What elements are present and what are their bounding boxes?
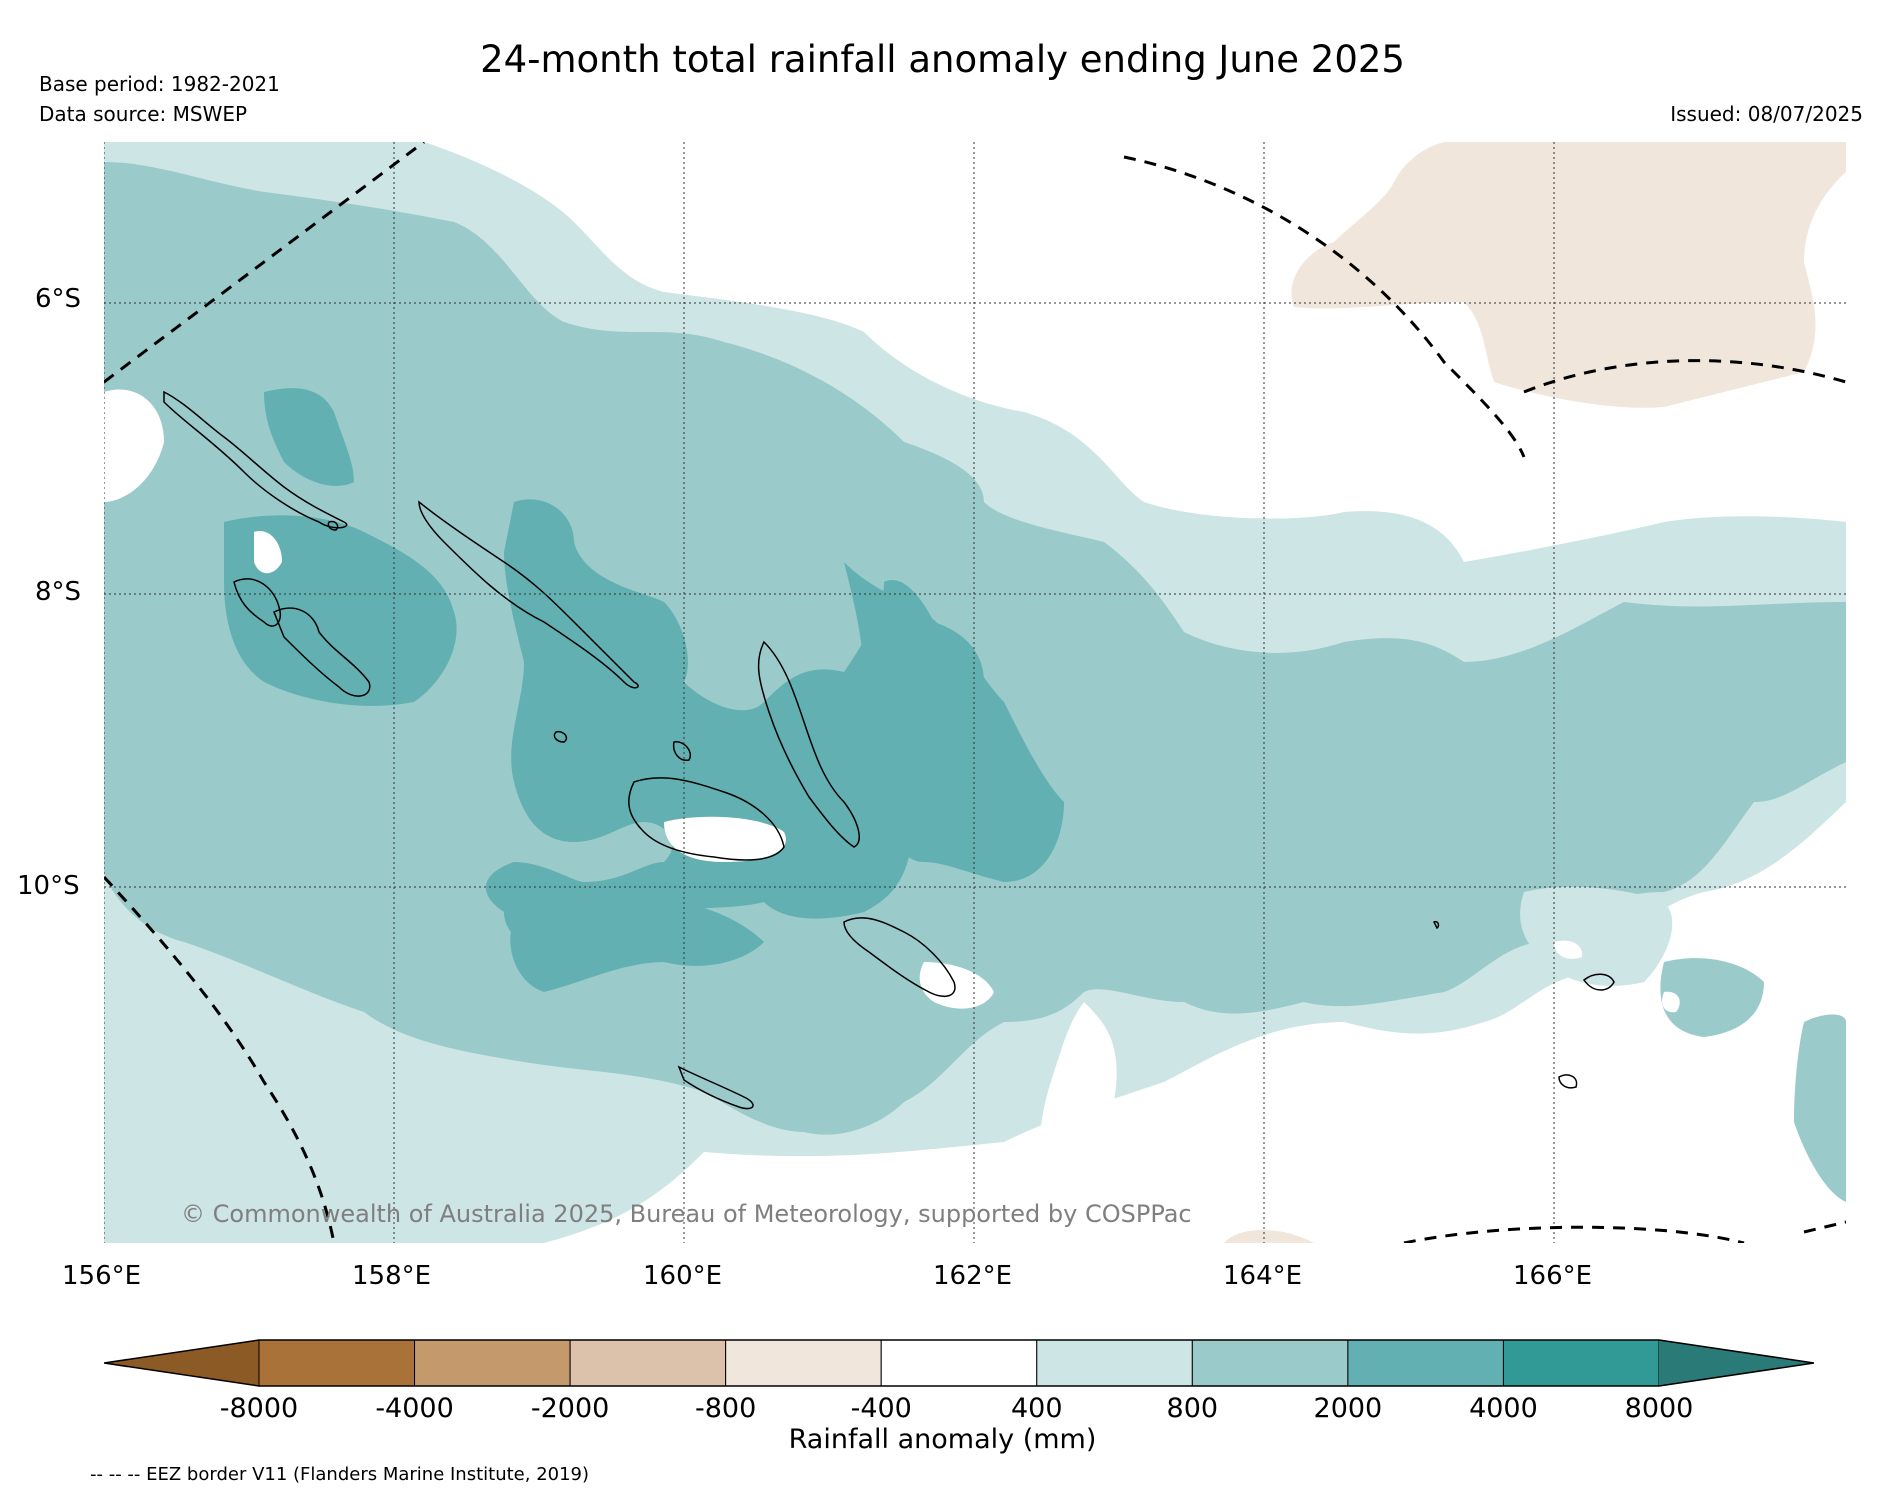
neutral-gap-south	[1039, 1002, 1117, 1172]
neutral-pocket-makira	[919, 962, 994, 1009]
coast-santa-isabel	[757, 640, 860, 848]
eez-borders	[104, 142, 1846, 1243]
colorbar	[104, 1339, 1814, 1387]
anomaly-region-400-800-east-pocket	[1520, 886, 1673, 986]
anomaly-region-2000-4000-west	[224, 388, 457, 706]
colorbar-segment	[725, 1339, 882, 1387]
colorbar-segment	[414, 1339, 571, 1387]
coast-malaita	[843, 917, 956, 998]
copyright-notice: © Commonwealth of Australia 2025, Bureau…	[181, 1200, 1192, 1228]
colorbar-segment	[1502, 1339, 1660, 1387]
lon-label-162e: 162°E	[933, 1261, 1013, 1291]
colorbar-segment	[1347, 1339, 1504, 1387]
data-source-text: Data source: MSWEP	[39, 102, 248, 126]
lat-label-6s: 6°S	[35, 284, 82, 314]
colorbar-tick-label: 4000	[1469, 1393, 1538, 1424]
map-title: 24-month total rainfall anomaly ending J…	[480, 38, 1405, 81]
coast-rennell	[677, 1065, 754, 1110]
lon-label-160e: 160°E	[643, 1261, 723, 1291]
eez-border-east	[1523, 359, 1846, 394]
anomaly-region-800-2000-east-blob	[1660, 958, 1846, 1202]
anomaly-region-2000-4000-south	[510, 892, 764, 992]
colorbar-extend-high	[1659, 1340, 1814, 1386]
colorbar-tick-label: -8000	[219, 1393, 299, 1424]
eez-border-southeast	[1803, 1220, 1846, 1234]
graticule	[104, 142, 1846, 1243]
lon-label-158e: 158°E	[352, 1261, 432, 1291]
colorbar-tick-label: -800	[695, 1393, 757, 1424]
colorbar-segment	[1036, 1339, 1193, 1387]
lon-label-164e: 164°E	[1223, 1261, 1303, 1291]
coast-choiseul	[418, 500, 639, 689]
eez-legend-note: -- -- -- EEZ border V11 (Flanders Marine…	[90, 1464, 590, 1485]
colorbar-segment	[1191, 1339, 1349, 1387]
colorbar-tick-label: 2000	[1313, 1393, 1383, 1424]
coast-new-georgia	[233, 578, 371, 697]
issued-date-text: Issued: 08/07/2025	[1670, 102, 1863, 126]
eez-border-northwest	[104, 142, 425, 384]
lat-label-8s: 8°S	[35, 577, 82, 607]
lon-label-156e: 156°E	[62, 1261, 142, 1291]
coastlines	[163, 390, 1615, 1110]
neutral-pocket-guadalcanal	[664, 816, 786, 862]
colorbar-outline	[104, 1339, 1814, 1387]
colorbar-tick-label: 8000	[1624, 1393, 1694, 1424]
map-canvas	[104, 142, 1846, 1243]
coast-bougainville	[163, 390, 348, 529]
anomaly-region-2000-4000-east	[844, 562, 1064, 882]
neutral-gap-southeast	[1344, 1022, 1846, 1243]
coast-small-islets	[327, 520, 1440, 930]
colorbar-segment	[258, 1339, 416, 1387]
base-period-text: Base period: 1982-2021	[39, 72, 280, 96]
colorbar-tick-label: -4000	[375, 1393, 454, 1424]
neutral-pocket-choiseul	[254, 531, 282, 574]
rainfall-anomaly-map	[104, 142, 1846, 1243]
eez-border-northeast	[1123, 155, 1526, 458]
coast-santa-cruz	[1558, 973, 1615, 1089]
colorbar-tick-label: -400	[850, 1393, 912, 1424]
coast-guadalcanal	[628, 777, 785, 861]
lon-label-166e: 166°E	[1513, 1261, 1593, 1291]
anomaly-region-neg800-neg400	[1162, 142, 1846, 408]
eez-border-south	[1403, 1225, 1745, 1243]
colorbar-tick-label: 800	[1166, 1393, 1219, 1424]
colorbar-label: Rainfall anomaly (mm)	[788, 1424, 1097, 1455]
eez-border-southwest	[104, 875, 336, 1243]
anomaly-region-neg800-neg400-small	[1224, 1230, 1314, 1243]
colorbar-segment	[569, 1339, 727, 1387]
colorbar-tick-label: 400	[1010, 1393, 1063, 1424]
colorbar-segment	[880, 1339, 1038, 1387]
lat-label-10s: 10°S	[17, 871, 80, 901]
neutral-pocket-northwest	[104, 389, 164, 502]
colorbar-tick-label: -2000	[530, 1393, 610, 1424]
neutral-pocket-east-small	[1554, 940, 1680, 1013]
colorbar-extend-low	[104, 1340, 259, 1386]
